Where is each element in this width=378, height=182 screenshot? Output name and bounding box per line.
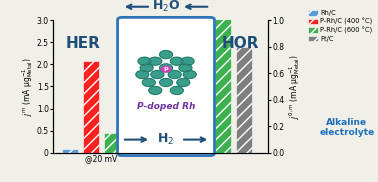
- Circle shape: [151, 70, 164, 78]
- Circle shape: [181, 57, 194, 65]
- Text: H$_2$O: H$_2$O: [152, 0, 180, 14]
- Circle shape: [136, 70, 149, 78]
- Circle shape: [179, 64, 192, 72]
- FancyBboxPatch shape: [118, 17, 214, 156]
- Circle shape: [143, 78, 155, 86]
- Text: P: P: [164, 67, 168, 72]
- Bar: [125, 150, 141, 153]
- Circle shape: [160, 51, 172, 59]
- Text: H$_2$: H$_2$: [158, 132, 175, 147]
- Legend: Rh/C, P-Rh/C (400 °C), P-Rh/C (600 °C), Pt/C: Rh/C, P-Rh/C (400 °C), P-Rh/C (600 °C), …: [307, 9, 374, 43]
- Circle shape: [149, 57, 162, 65]
- Circle shape: [161, 66, 171, 72]
- Circle shape: [177, 78, 190, 86]
- Circle shape: [138, 57, 151, 65]
- Circle shape: [168, 70, 181, 78]
- Bar: [215, 0, 231, 153]
- Text: HER: HER: [66, 36, 101, 52]
- Circle shape: [170, 57, 183, 65]
- Bar: [104, 133, 120, 153]
- Text: Alkaline
electrolyte: Alkaline electrolyte: [319, 118, 375, 137]
- Text: HOR: HOR: [222, 36, 259, 52]
- Bar: [62, 149, 78, 153]
- Y-axis label: $j^{0,m}$ (mA µg$^{-1}_{\mathrm{Metal}}$): $j^{0,m}$ (mA µg$^{-1}_{\mathrm{Metal}}$…: [287, 54, 302, 119]
- Circle shape: [170, 86, 183, 94]
- Circle shape: [140, 64, 153, 72]
- Circle shape: [160, 64, 172, 72]
- Bar: [174, 0, 189, 153]
- Bar: [195, 0, 210, 153]
- Text: P-doped Rh: P-doped Rh: [137, 102, 195, 111]
- Circle shape: [160, 78, 172, 86]
- Bar: [236, 47, 252, 153]
- Circle shape: [183, 70, 196, 78]
- Bar: [83, 61, 99, 153]
- Y-axis label: $j^m$ (mA µg$^{-1}_{\mathrm{Metal}}$): $j^m$ (mA µg$^{-1}_{\mathrm{Metal}}$): [20, 57, 35, 116]
- Circle shape: [149, 86, 162, 94]
